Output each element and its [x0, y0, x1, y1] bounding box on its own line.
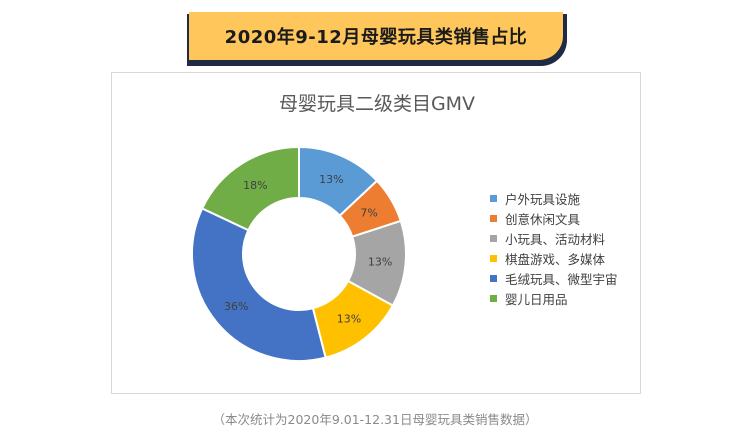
- slice-data-label: 18%: [243, 179, 267, 192]
- legend-swatch: [490, 214, 497, 222]
- legend-swatch: [490, 254, 497, 262]
- legend-item: 婴儿日用品: [490, 288, 618, 308]
- legend-label: 小玩具、活动材料: [505, 231, 606, 247]
- legend-item: 户外玩具设施: [490, 188, 618, 208]
- legend-label: 棋盘游戏、多媒体: [505, 251, 606, 267]
- legend-swatch: [490, 294, 497, 302]
- legend-label: 户外玩具设施: [505, 191, 581, 207]
- legend-swatch: [490, 234, 497, 242]
- legend-swatch: [490, 274, 497, 282]
- chart-legend: 户外玩具设施 创意休闲文具小玩具、活动材料 棋盘游戏、多媒体 毛绒玩具、微型宇宙 婴儿日…: [490, 188, 618, 308]
- legend-label: 婴儿日用品: [505, 291, 568, 307]
- banner-title: 2020年9-12月母婴玩具类销售占比: [224, 27, 528, 48]
- legend-item: 创意休闲文具: [490, 208, 618, 228]
- legend-item: 毛绒玩具、微型宇宙: [490, 268, 618, 288]
- title-banner: 2020年9-12月母婴玩具类销售占比: [189, 12, 563, 60]
- donut-chart: 13% 7% 13% 13% 36% 18%: [191, 145, 407, 362]
- legend-label: 创意休闲文具: [505, 211, 581, 227]
- donut-slice: [200, 145, 300, 232]
- legend-label: 毛绒玩具、微型宇宙: [505, 271, 618, 287]
- slice-data-label: 13%: [319, 173, 343, 186]
- slice-data-label: 36%: [224, 300, 248, 313]
- legend-swatch: [490, 194, 497, 202]
- legend-item: 棋盘游戏、多媒体: [490, 248, 618, 268]
- slice-data-label: 13%: [337, 312, 361, 325]
- legend-item: 小玩具、活动材料: [490, 228, 618, 248]
- donut-slice: [191, 207, 327, 362]
- chart-title: 母婴玩具二级类目GMV: [278, 93, 476, 115]
- slice-data-label: 7%: [360, 207, 377, 220]
- chart-panel: 母婴玩具二级类目GMV 13% 7% 13% 13% 36% 18% 户外玩具设施 创意休闲…: [111, 72, 641, 394]
- footnote: （本次统计为2020年9.01-12.31日母婴玩具类销售数据）: [212, 412, 538, 427]
- slice-data-label: 13%: [368, 256, 392, 269]
